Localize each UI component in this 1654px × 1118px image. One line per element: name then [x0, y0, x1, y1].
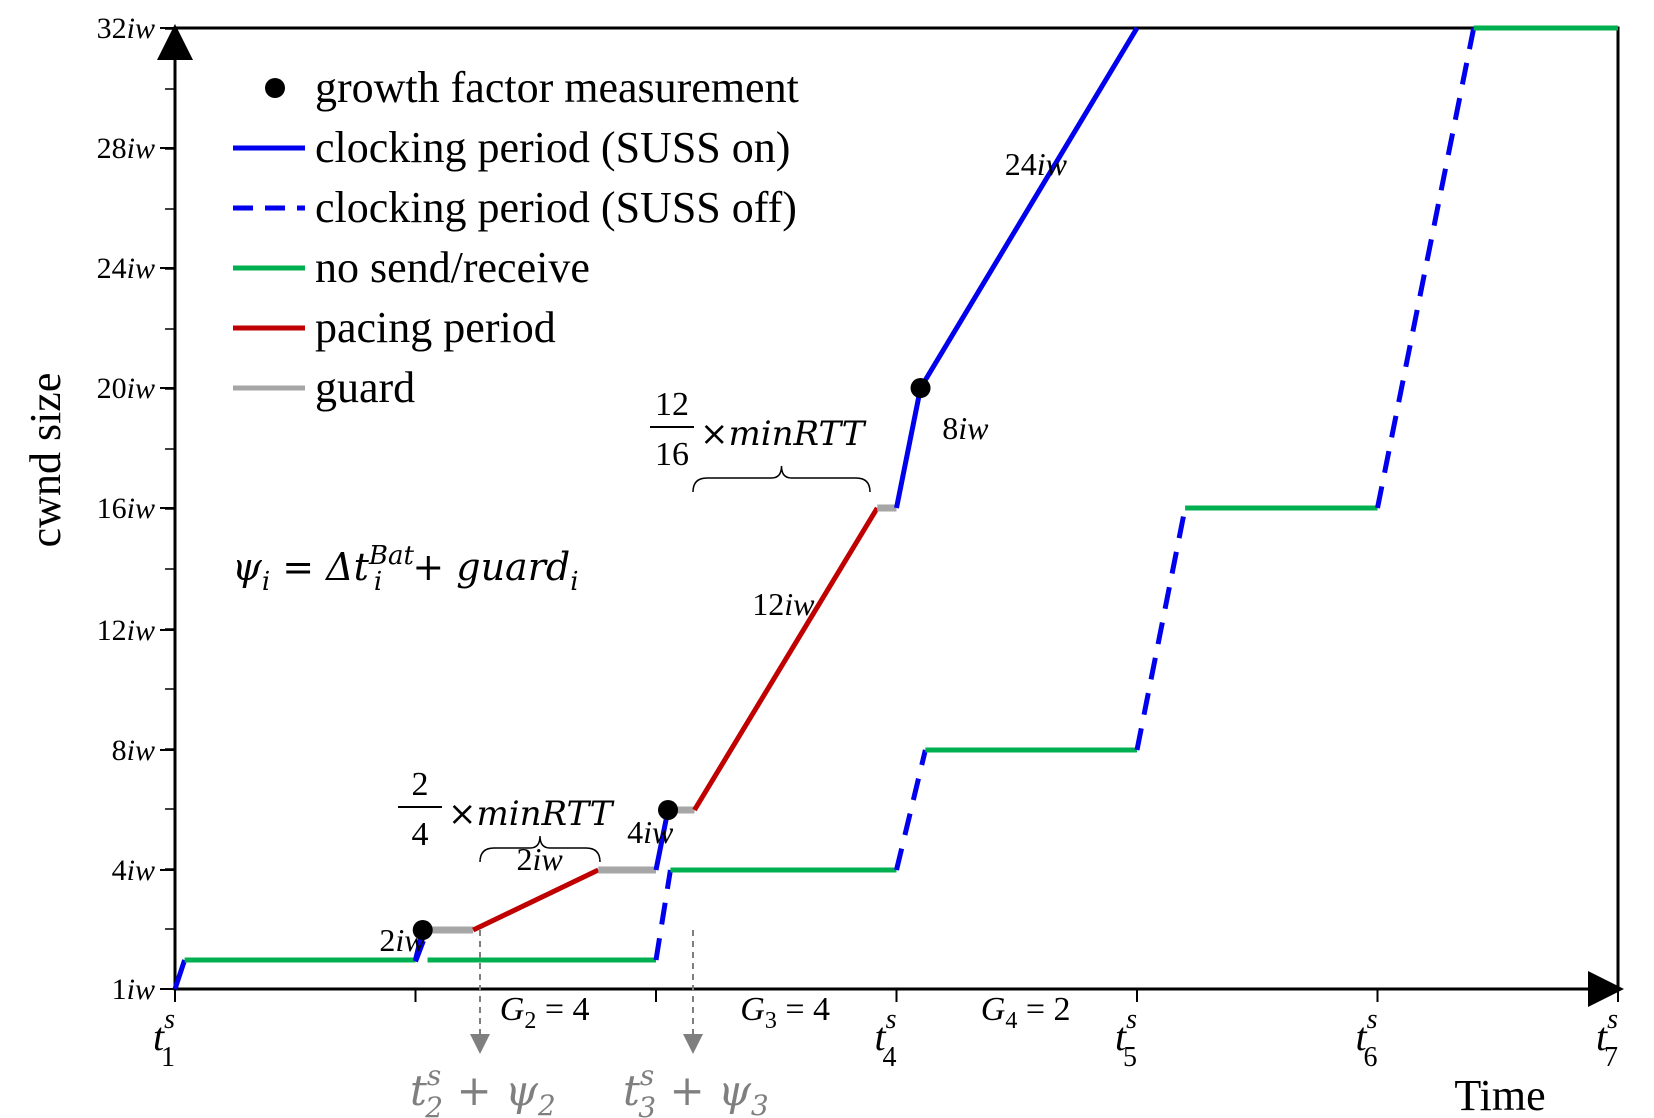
- series-red: [472, 867, 600, 933]
- series-blue-dashed: [1134, 507, 1188, 751]
- legend-dot-marker: [265, 78, 285, 98]
- y-tick-label: 20iw: [97, 372, 155, 405]
- segment-label: 2iw: [517, 841, 564, 877]
- segment-label: 24iw: [1005, 146, 1068, 182]
- x-tick-label: ts 6: [1356, 1004, 1378, 1073]
- x-tick-label: ts 4: [875, 1004, 897, 1073]
- fraction-suffix: ×minRTT: [700, 414, 867, 454]
- segment-label: 8iw: [942, 410, 989, 446]
- gap-labels: G2 = 4 G3 = 4 G4 = 2: [500, 991, 1071, 1034]
- series-blue-dashed: [653, 869, 673, 961]
- annotations: ψi = ΔtBat i + guardi 2 4 ×minRTT 12 16 ×minRTT…: [232, 386, 871, 1118]
- measurement-points: [412, 378, 931, 940]
- measurement-dot: [658, 800, 679, 820]
- gap-label: G4 = 2: [981, 991, 1071, 1034]
- brace: [692, 465, 871, 493]
- legend-label: growth factor measurement: [315, 63, 799, 112]
- series-blue-dashed: [413, 929, 430, 963]
- y-tick-label: 12iw: [97, 614, 155, 647]
- series-blue-dashed: [894, 749, 928, 871]
- measurement-dot: [412, 920, 433, 940]
- fraction-denominator: 16: [655, 436, 689, 473]
- y-tick-label: 28iw: [97, 132, 155, 165]
- series: [172, 25, 1618, 990]
- y-tick-label: 1iw: [112, 973, 155, 1006]
- brace: [479, 835, 601, 863]
- y-tick-label: 8iw: [112, 734, 155, 767]
- series-blue-solid: [172, 959, 187, 990]
- marker-label: ts 2 + ψ2: [410, 1059, 556, 1118]
- fraction-denominator: 4: [412, 816, 429, 853]
- gap-label: G3 = 4: [740, 991, 830, 1034]
- marker-label: ts 3 + ψ3: [623, 1059, 769, 1118]
- segment-label: 2iw: [379, 922, 426, 958]
- y-ticks: 1iw 4iw 8iw 12iw 16iw 20iw 24iw 28iw 32iw: [97, 12, 175, 1006]
- y-tick-label: 32iw: [97, 12, 155, 45]
- series-red: [692, 506, 880, 812]
- x-tick-label: ts 7: [1596, 1004, 1618, 1073]
- legend-label: guard: [315, 363, 415, 412]
- legend: growth factor measurement clocking period…: [233, 63, 799, 412]
- fraction-numerator: 12: [655, 386, 689, 423]
- x-axis-label: Time: [1454, 1071, 1545, 1118]
- y-tick-label: 24iw: [97, 252, 155, 285]
- gap-label: G2 = 4: [500, 991, 590, 1034]
- fraction-numerator: 2: [412, 766, 429, 803]
- legend-label: pacing period: [315, 303, 556, 352]
- y-tick-label: 16iw: [97, 492, 155, 525]
- legend-label: clocking period (SUSS off): [315, 183, 797, 232]
- series-blue-solid: [918, 26, 1140, 390]
- x-tick-label: ts 1: [153, 1004, 175, 1073]
- segment-labels: 2iw 2iw 4iw 8iw 12iw 24iw: [379, 146, 1067, 958]
- y-tick-label: 4iw: [112, 854, 155, 887]
- legend-label: no send/receive: [315, 243, 590, 292]
- fraction-suffix: ×minRTT: [448, 794, 615, 834]
- measurement-dot: [910, 378, 931, 398]
- formula: ψi = ΔtBat i + guardi: [232, 541, 579, 597]
- segment-label: 4iw: [627, 814, 674, 850]
- series-blue-solid: [894, 387, 924, 509]
- y-axis-label: cwnd size: [21, 373, 70, 548]
- segment-label: 12iw: [752, 586, 815, 622]
- x-ticks: ts 1 ts 4 ts 5 ts 6 ts 7: [153, 989, 1619, 1073]
- x-tick-label: ts 5: [1115, 1004, 1137, 1073]
- legend-label: clocking period (SUSS on): [315, 123, 790, 172]
- series-blue-dashed: [1375, 27, 1477, 509]
- series-blue-solid: [653, 809, 671, 871]
